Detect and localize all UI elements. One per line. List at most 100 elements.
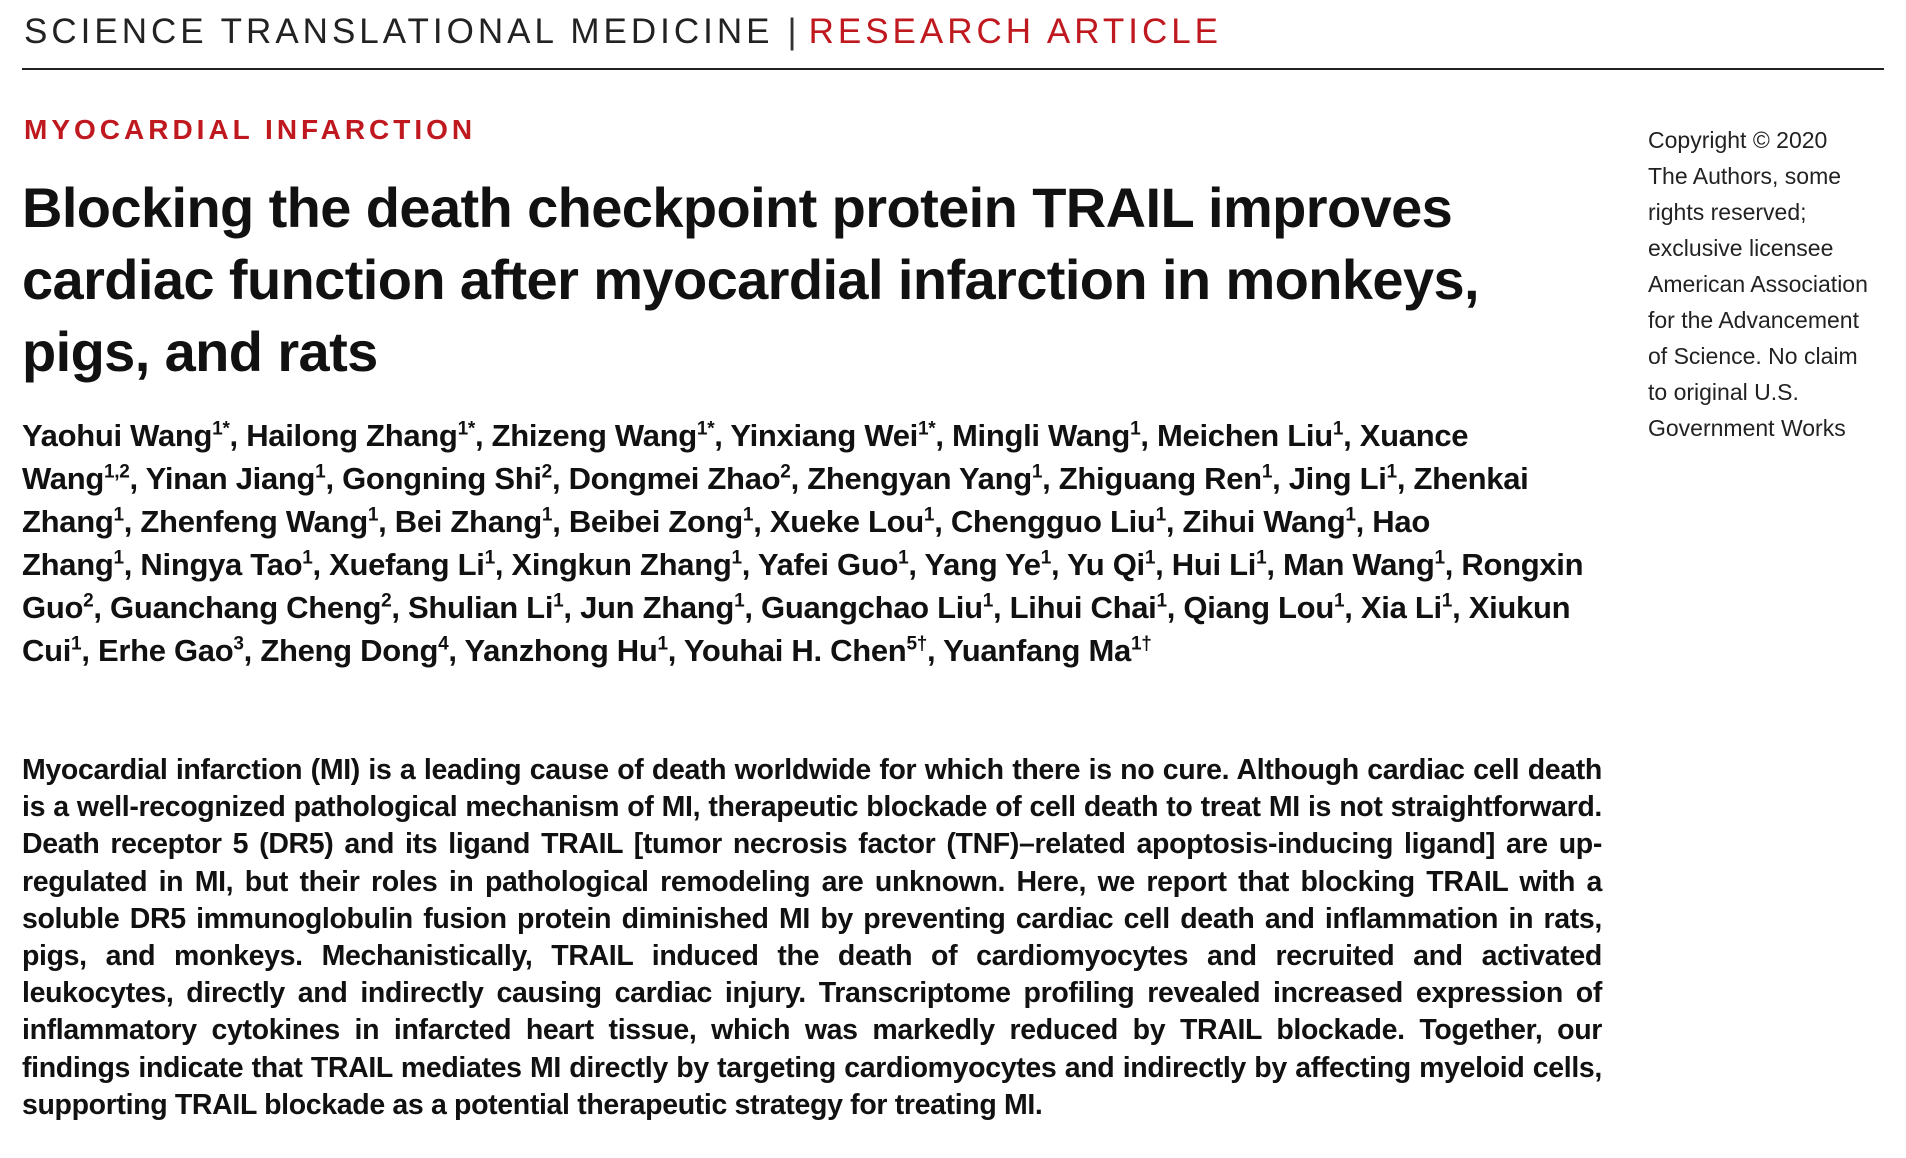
- author: Man Wang1: [1283, 547, 1445, 582]
- author-name: Guanchang Cheng: [110, 590, 382, 625]
- author-separator: ,: [1343, 418, 1360, 453]
- author: Zhengyan Yang1: [807, 461, 1042, 496]
- author-separator: ,: [552, 504, 569, 539]
- author-separator: ,: [934, 504, 951, 539]
- author-affiliation: 1: [1040, 547, 1052, 569]
- author-separator: ,: [474, 418, 492, 453]
- author: Zhiguang Ren1: [1059, 461, 1273, 496]
- author-affiliation: 1: [315, 461, 326, 483]
- author-name: Xia Li: [1360, 590, 1442, 625]
- author-affiliation: 1: [1144, 547, 1156, 569]
- author-name: Gongning Shi: [342, 461, 542, 496]
- author-name: Jun Zhang: [580, 590, 735, 625]
- author-separator: ,: [1051, 547, 1068, 582]
- author: Zheng Dong4: [260, 633, 448, 668]
- author-affiliation: 2: [780, 461, 791, 483]
- author: Xuefang Li1: [329, 547, 495, 582]
- author-name: Yang Ye: [924, 547, 1042, 582]
- author: Jun Zhang1: [580, 590, 745, 625]
- abstract: Myocardial infarction (MI) is a leading …: [22, 754, 1602, 1121]
- author-separator: ,: [790, 461, 808, 496]
- author: Yaohui Wang1*: [22, 418, 230, 453]
- author-list: Yaohui Wang1*, Hailong Zhang1*, Zhizeng …: [22, 414, 1622, 672]
- author-affiliation: 1*: [212, 418, 230, 440]
- author-affiliation: 1: [1333, 590, 1345, 612]
- author: Yinan Jiang1: [146, 461, 326, 496]
- author-affiliation: 1: [71, 633, 82, 655]
- author: Yinxiang Wei1*: [730, 418, 935, 453]
- author-separator: ,: [229, 418, 247, 453]
- author: Chengguo Liu1: [951, 504, 1166, 539]
- author-name: Yinan Jiang: [145, 461, 316, 496]
- author: Hailong Zhang1*: [246, 418, 475, 453]
- author-affiliation: 1: [731, 547, 742, 569]
- author: Yanzhong Hu1: [464, 633, 668, 668]
- author-affiliation: 1: [302, 547, 313, 569]
- article-title: Blocking the death checkpoint protein TR…: [22, 176, 1480, 383]
- author-separator: ,: [935, 418, 952, 453]
- author-affiliation: 1: [541, 504, 553, 526]
- author-affiliation: 4: [438, 633, 449, 655]
- author: Beibei Zong1: [569, 504, 754, 539]
- author-name: Rongxin Guo: [22, 547, 1584, 625]
- author: Erhe Gao3: [98, 633, 244, 668]
- author: Meichen Liu1: [1157, 418, 1343, 453]
- author-affiliation: 1*: [696, 418, 715, 440]
- author-name: Xiukun Cui: [22, 590, 1571, 668]
- author-separator: ,: [123, 504, 141, 539]
- author-affiliation: 1†: [1130, 633, 1152, 655]
- author-separator: ,: [448, 633, 465, 668]
- author-affiliation: 1: [553, 590, 564, 612]
- author-affiliation: 1*: [917, 418, 936, 440]
- author-separator: ,: [123, 547, 141, 582]
- author-separator: ,: [1166, 590, 1184, 625]
- author-separator: ,: [243, 633, 261, 668]
- author-name: Mingli Wang: [952, 418, 1131, 453]
- author: Jing Li1: [1289, 461, 1397, 496]
- author-separator: ,: [391, 590, 409, 625]
- copyright-line: rights reserved;: [1648, 199, 1807, 225]
- author-separator: ,: [926, 633, 944, 668]
- author-affiliation: 1: [734, 590, 745, 612]
- author: Xingkun Zhang1: [512, 547, 743, 582]
- author-separator: ,: [81, 633, 98, 668]
- author-name: Qiang Lou: [1183, 590, 1334, 625]
- author-separator: ,: [1355, 504, 1373, 539]
- author-affiliation: 1,2: [104, 461, 130, 483]
- author-separator: ,: [1344, 590, 1361, 625]
- author-name: Yafei Guo: [757, 547, 899, 582]
- author-separator: ,: [312, 547, 330, 582]
- author: Xuance Wang1,2: [22, 418, 1469, 496]
- author-name: Guangchao Liu: [761, 590, 983, 625]
- author-name: Ningya Tao: [140, 547, 303, 582]
- author: Yafei Guo1: [758, 547, 909, 582]
- journal-header: SCIENCE TRANSLATIONAL MEDICINE | RESEARC…: [24, 10, 1222, 54]
- author-separator: ,: [714, 418, 731, 453]
- author: Dongmei Zhao2: [569, 461, 791, 496]
- author-name: Xuance Wang: [22, 418, 1469, 496]
- author-affiliation: 1: [1156, 590, 1167, 612]
- author: Zhizeng Wang1*: [492, 418, 715, 453]
- author-name: Yaohui Wang: [22, 418, 213, 453]
- author-affiliation: 5†: [906, 633, 927, 655]
- author: Qiang Lou1: [1183, 590, 1344, 625]
- author-affiliation: 1: [923, 504, 935, 526]
- author-separator: ,: [744, 590, 761, 625]
- author-name: Yanzhong Hu: [464, 633, 658, 668]
- author-separator: ,: [1272, 461, 1289, 496]
- author-separator: ,: [93, 590, 111, 625]
- section-label: MYOCARDIAL INFARCTION: [24, 114, 477, 145]
- author-separator: ,: [563, 590, 581, 625]
- journal-name: SCIENCE TRANSLATIONAL MEDICINE: [24, 12, 774, 51]
- author-separator: ,: [667, 633, 684, 668]
- author-name: Erhe Gao: [97, 633, 234, 668]
- author: Guangchao Liu1: [761, 590, 993, 625]
- header-rule: [22, 68, 1884, 70]
- author-affiliation: 2: [83, 590, 94, 612]
- author-separator: ,: [1444, 547, 1462, 582]
- author: Shulian Li1: [408, 590, 564, 625]
- author-separator: ,: [378, 504, 395, 539]
- author-name: Meichen Liu: [1157, 418, 1333, 453]
- author-affiliation: 1: [1155, 504, 1167, 526]
- author-affiliation: 1: [1332, 418, 1344, 440]
